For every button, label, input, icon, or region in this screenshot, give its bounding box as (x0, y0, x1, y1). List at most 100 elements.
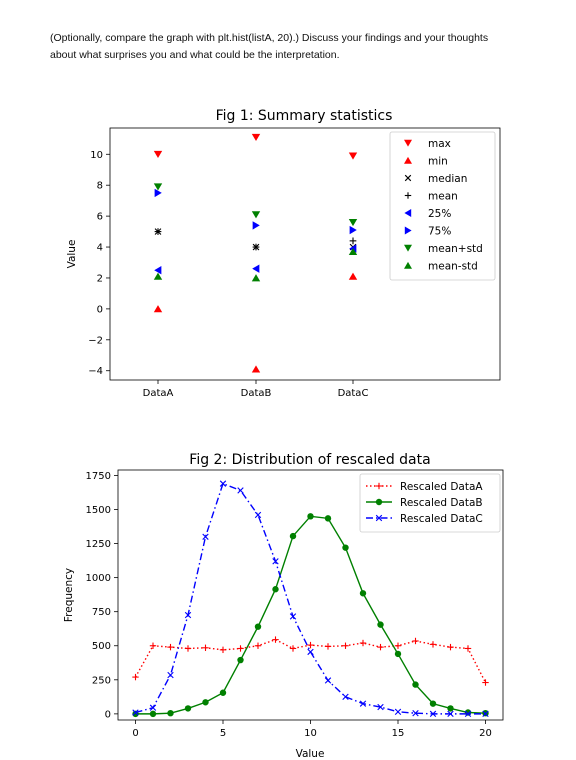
y-axis-label: Value (66, 240, 78, 269)
point-Rescaled DataA (429, 641, 437, 648)
x-tick-label: 0 (132, 728, 138, 739)
y-tick-label: 2 (97, 273, 103, 284)
intro-line-2: about what surprises you and what could … (50, 49, 340, 61)
point-Rescaled DataA (132, 673, 139, 681)
marker-mean (252, 243, 260, 251)
point-Rescaled DataC (429, 710, 437, 718)
point-Rescaled DataA (237, 645, 244, 652)
x-tick-label: 15 (392, 728, 405, 739)
legend-label: 25% (428, 208, 451, 220)
point-Rescaled DataB (272, 586, 279, 593)
marker-75% (154, 188, 162, 198)
y-tick-label: 500 (92, 641, 111, 652)
marker-min (251, 365, 261, 373)
y-tick-label: 4 (97, 243, 103, 254)
legend: max min median mean 25% 75% mean+std mean-std (389, 131, 496, 281)
chart-title: Fig 2: Distribution of rescaled data (189, 452, 430, 468)
point-Rescaled DataC (184, 611, 192, 619)
marker-mean-std (153, 272, 163, 280)
y-tick-label: 0 (97, 304, 103, 315)
legend-marker (404, 261, 412, 269)
legend-marker (375, 482, 383, 490)
point-Rescaled DataC (219, 480, 227, 487)
x-tick-label: 5 (220, 728, 226, 739)
legend-label: Rescaled DataC (400, 513, 483, 525)
y-tick-label: 10 (90, 150, 103, 161)
legend-marker (404, 174, 412, 182)
point-Rescaled DataB (359, 590, 367, 597)
legend-marker (404, 156, 412, 164)
y-axis-ticks: −4 −2 0 2 4 6 8 10 (88, 150, 110, 377)
marker-max (348, 152, 358, 160)
y-tick-label: 1750 (86, 471, 111, 482)
point-Rescaled DataC (132, 709, 139, 716)
data-markers (153, 133, 358, 373)
legend-marker (404, 192, 412, 199)
point-Rescaled DataB (307, 513, 314, 520)
point-Rescaled DataB (324, 515, 332, 522)
point-Rescaled DataC (324, 677, 332, 684)
point-Rescaled DataB (237, 656, 244, 664)
point-Rescaled DataB (202, 699, 209, 706)
intro-text: (Optionally, compare the graph with plt.… (50, 30, 560, 64)
marker-75% (252, 221, 260, 230)
y-tick-label: −4 (88, 366, 103, 377)
chart-title: Fig 1: Summary statistics (216, 108, 393, 124)
marker-mean (154, 228, 162, 235)
point-Rescaled DataA (202, 644, 209, 651)
point-Rescaled DataA (324, 643, 332, 650)
plot-frame (109, 127, 501, 381)
point-Rescaled DataB (394, 650, 402, 658)
point-Rescaled DataC (202, 533, 209, 540)
point-Rescaled DataC (447, 710, 454, 718)
legend-label: min (428, 156, 448, 168)
x-tick-label: DataC (338, 388, 369, 399)
point-Rescaled DataA (447, 643, 454, 651)
x-axis-ticks: 0 5 10 15 20 (132, 720, 492, 739)
marker-mean-std (348, 247, 358, 256)
legend-label: mean+std (428, 243, 483, 255)
y-tick-label: 8 (97, 181, 103, 192)
legend-marker (375, 514, 383, 522)
point-Rescaled DataA (342, 642, 349, 649)
point-Rescaled DataA (359, 639, 367, 647)
point-Rescaled DataC (482, 710, 489, 718)
legend-label: max (428, 138, 451, 150)
x-axis-ticks: DataA DataB DataC (143, 380, 369, 399)
point-Rescaled DataB (289, 532, 297, 540)
marker-mean (349, 237, 357, 245)
x-axis-label: Value (296, 748, 325, 760)
legend-marker (404, 139, 412, 147)
y-tick-label: 6 (97, 212, 103, 223)
point-Rescaled DataC (342, 693, 349, 701)
point-Rescaled DataA (149, 642, 157, 649)
point-Rescaled DataB (377, 621, 384, 628)
x-tick-label: DataB (241, 388, 272, 399)
point-Rescaled DataC (289, 613, 297, 620)
point-Rescaled DataA (184, 645, 192, 652)
y-tick-label: 1250 (86, 539, 111, 550)
point-Rescaled DataC (149, 704, 157, 711)
point-Rescaled DataA (254, 642, 262, 649)
marker-max (251, 133, 261, 142)
summary-statistics-chart: Fig 1: Summary statistics −4 −2 0 2 4 6 8 10 Da… (66, 108, 501, 399)
point-Rescaled DataA (272, 636, 279, 643)
legend-label: Rescaled DataB (400, 497, 483, 509)
point-Rescaled DataB (167, 709, 174, 717)
point-Rescaled DataC (237, 487, 244, 494)
point-Rescaled DataA (482, 679, 489, 686)
marker-mean+std (153, 183, 163, 191)
legend-label: mean (428, 191, 458, 203)
point-Rescaled DataA (464, 645, 472, 652)
point-Rescaled DataB (447, 705, 454, 712)
legend-label: mean-std (428, 261, 478, 273)
point-Rescaled DataC (167, 671, 174, 679)
legend-label: 75% (428, 226, 451, 238)
y-tick-label: 250 (92, 675, 111, 686)
point-Rescaled DataC (272, 558, 279, 565)
point-Rescaled DataA (219, 646, 227, 654)
legend-marker (404, 209, 412, 217)
marker-25% (252, 264, 260, 273)
marker-mean-std (251, 274, 261, 282)
point-Rescaled DataB (342, 544, 349, 551)
